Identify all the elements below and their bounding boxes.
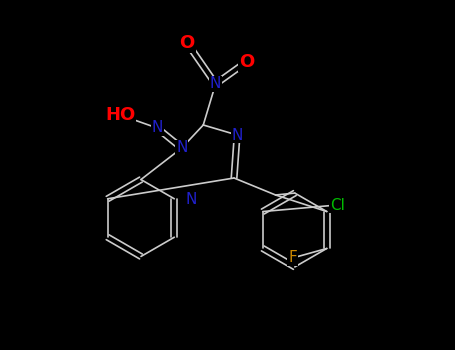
Text: HO: HO xyxy=(105,106,135,124)
Text: N: N xyxy=(232,127,243,142)
Text: F: F xyxy=(288,251,297,266)
Text: N: N xyxy=(176,140,187,155)
Text: O: O xyxy=(239,53,254,71)
Text: N: N xyxy=(210,77,221,91)
Text: N: N xyxy=(185,193,197,208)
Text: O: O xyxy=(179,34,195,52)
Text: Cl: Cl xyxy=(330,197,344,212)
Text: N: N xyxy=(152,120,163,135)
